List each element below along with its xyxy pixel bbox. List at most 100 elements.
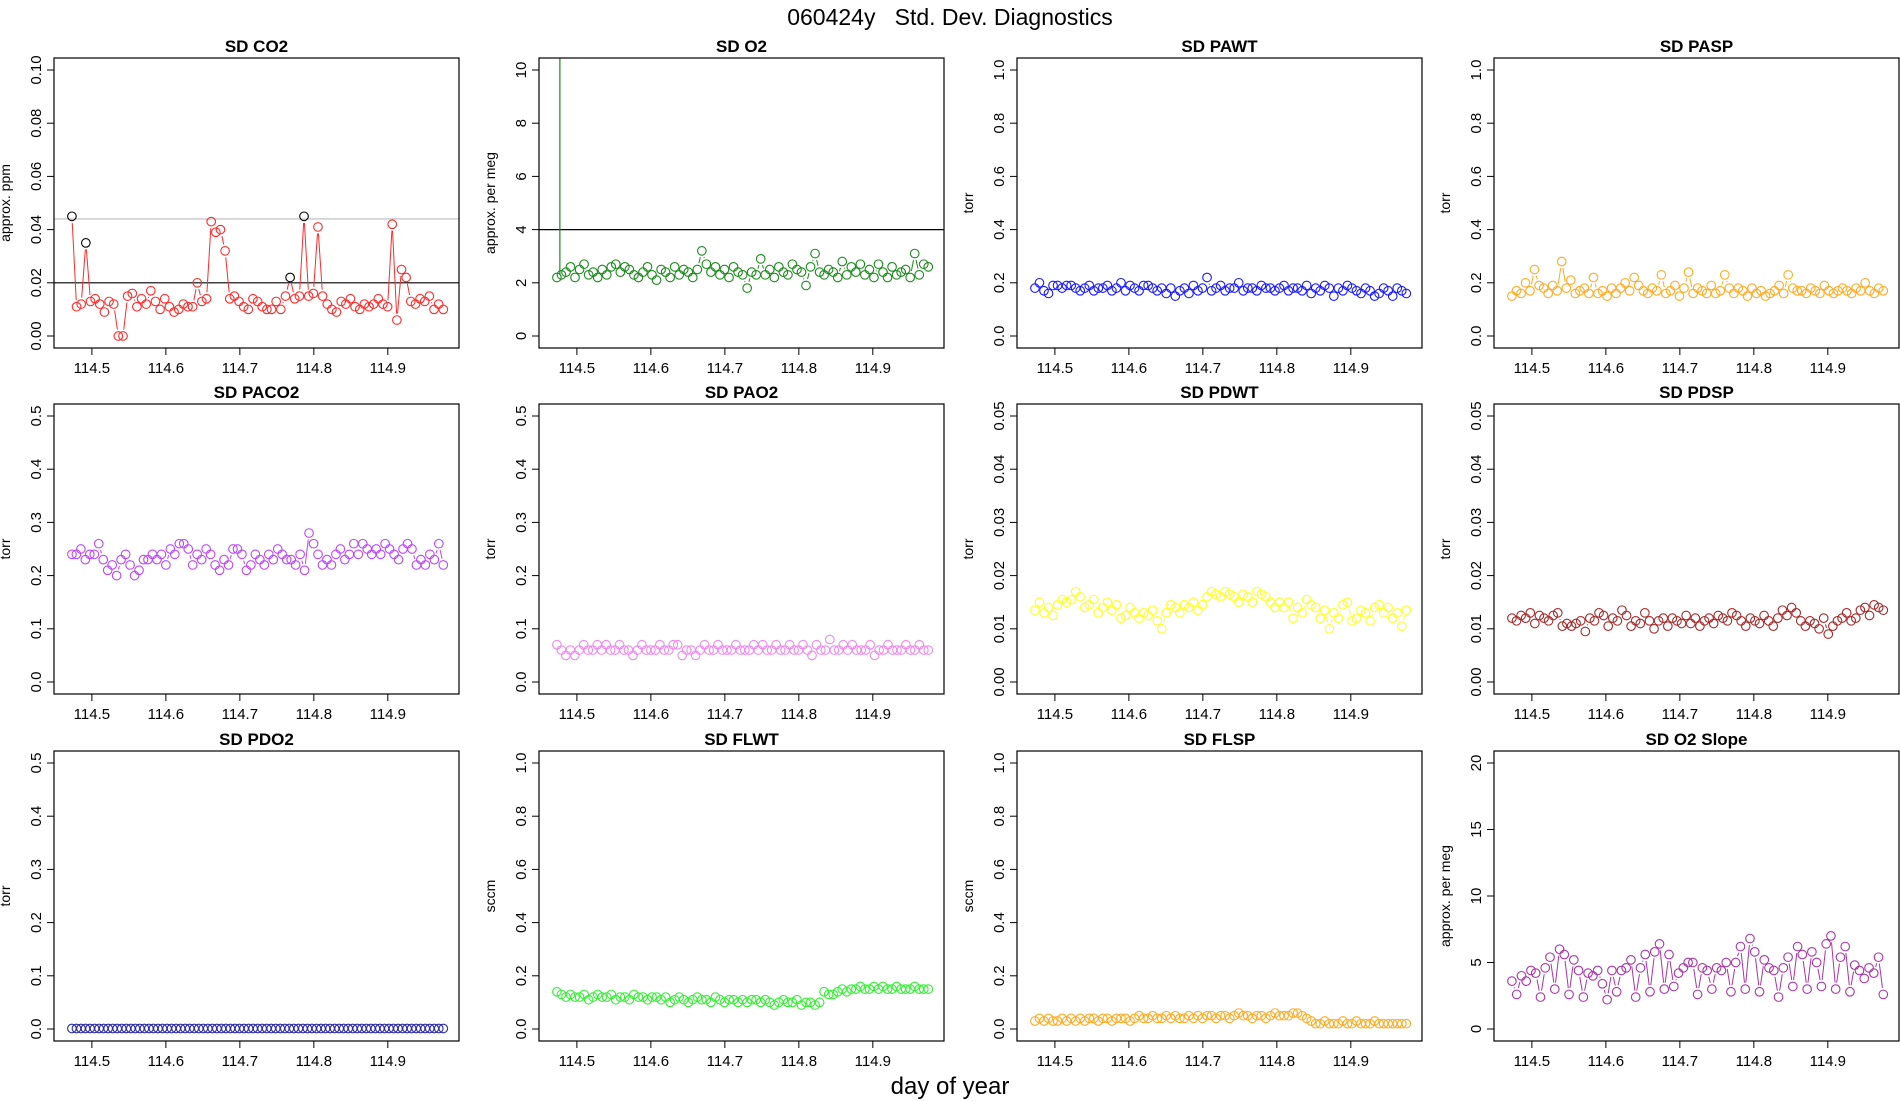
data-point	[754, 646, 763, 655]
data-point	[434, 300, 443, 309]
data-point	[238, 550, 247, 559]
x-tick-label: 114.6	[633, 1053, 669, 1070]
x-tick-label: 114.5	[74, 706, 110, 723]
data-point	[1548, 281, 1557, 290]
data-point	[1850, 961, 1859, 970]
data-point	[1796, 617, 1805, 626]
data-point	[1769, 622, 1778, 631]
data-point	[367, 550, 376, 559]
data-point	[1793, 942, 1802, 951]
data-segment	[1558, 268, 1561, 284]
x-tick-label: 114.7	[222, 706, 258, 723]
data-segment	[911, 260, 913, 271]
plot-frame	[1017, 751, 1422, 1041]
data-segment	[1825, 624, 1826, 627]
y-tick-label: 0.4	[513, 459, 530, 480]
data-point	[698, 247, 707, 256]
data-point	[743, 284, 752, 293]
data-point	[1570, 956, 1579, 965]
data-point	[826, 635, 835, 644]
data-point	[1874, 953, 1883, 962]
data-segment	[397, 276, 400, 314]
x-tick-label: 114.9	[855, 1053, 891, 1070]
data-point	[1657, 271, 1666, 280]
data-point	[1581, 627, 1590, 636]
data-point	[1686, 619, 1695, 628]
y-tick-label: 0.04	[991, 455, 1008, 484]
data-point	[1135, 614, 1144, 623]
data-point	[716, 271, 725, 280]
data-point	[137, 294, 146, 303]
y-axis-label: torr	[482, 538, 498, 559]
y-tick-label: 0.06	[28, 162, 45, 191]
data-point	[1824, 630, 1833, 639]
data-segment	[194, 289, 196, 300]
data-point	[579, 640, 588, 649]
data-point	[1784, 953, 1793, 962]
y-tick-label: 0.5	[28, 753, 45, 774]
data-point	[402, 273, 411, 282]
data-point	[1842, 609, 1851, 618]
data-point	[1829, 622, 1838, 631]
plot-frame	[1494, 404, 1899, 694]
data-point	[575, 646, 584, 655]
data-point	[571, 273, 580, 282]
data-segment	[1331, 619, 1332, 622]
panel-title: SD PACO2	[214, 383, 300, 402]
data-point	[643, 263, 652, 272]
data-point	[165, 302, 174, 311]
x-tick-label: 114.8	[1736, 1053, 1772, 1070]
data-point	[906, 273, 915, 282]
data-point	[772, 640, 781, 649]
data-point	[1275, 598, 1284, 607]
data-point	[1325, 625, 1334, 634]
data-segment	[1789, 964, 1792, 980]
data-point	[1841, 942, 1850, 951]
data-point	[171, 550, 180, 559]
y-tick-label: 10	[1468, 888, 1485, 905]
data-point	[1670, 982, 1679, 991]
data-point	[1627, 622, 1636, 631]
x-tick-label: 114.5	[1037, 1053, 1073, 1070]
x-tick-label: 114.5	[1514, 706, 1550, 723]
data-point	[323, 555, 332, 564]
data-point	[1388, 292, 1397, 301]
data-point	[593, 273, 602, 282]
data-segment	[1551, 964, 1554, 983]
y-tick-label: 0.3	[513, 512, 530, 533]
y-tick-label: 0.8	[1468, 113, 1485, 134]
data-point	[1089, 595, 1098, 604]
data-point	[1366, 617, 1375, 626]
data-point	[1035, 279, 1044, 288]
data-point	[235, 297, 244, 306]
x-tick-label: 114.7	[707, 1053, 743, 1070]
data-point	[702, 260, 711, 269]
data-point	[602, 271, 611, 280]
data-point	[188, 561, 197, 570]
data-segment	[1851, 972, 1853, 986]
data-segment	[1832, 942, 1836, 982]
data-point	[1748, 284, 1757, 293]
data-point	[305, 529, 314, 538]
data-point	[142, 300, 151, 309]
data-point	[785, 640, 794, 649]
y-tick-label: 0.0	[991, 1019, 1008, 1040]
data-point	[1855, 966, 1864, 975]
plot-frame	[54, 751, 459, 1041]
x-tick-label: 114.5	[1037, 360, 1073, 377]
data-point	[412, 561, 421, 570]
y-axis-label: torr	[0, 885, 13, 906]
data-point	[602, 640, 611, 649]
y-tick-label: 0.2	[991, 272, 1008, 293]
data-point	[1293, 603, 1302, 612]
x-tick-label: 114.7	[707, 706, 743, 723]
data-point	[1760, 611, 1769, 620]
data-segment	[1591, 284, 1592, 287]
data-segment	[1580, 977, 1582, 991]
data-point	[1608, 966, 1617, 975]
x-tick-label: 114.6	[633, 706, 669, 723]
data-point	[688, 273, 697, 282]
data-point	[1808, 948, 1817, 957]
data-point	[1117, 279, 1126, 288]
data-point	[1630, 273, 1639, 282]
